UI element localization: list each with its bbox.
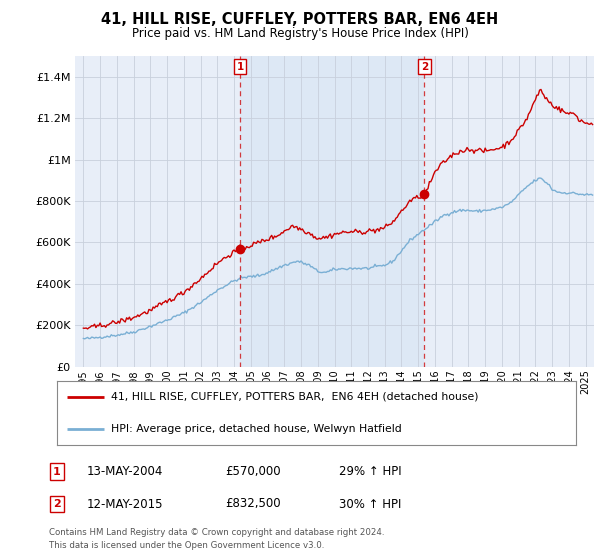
Text: Price paid vs. HM Land Registry's House Price Index (HPI): Price paid vs. HM Land Registry's House … xyxy=(131,27,469,40)
Text: 2: 2 xyxy=(53,499,61,509)
Text: 2: 2 xyxy=(421,62,428,72)
Text: £832,500: £832,500 xyxy=(225,497,281,511)
Text: 1: 1 xyxy=(236,62,244,72)
Text: Contains HM Land Registry data © Crown copyright and database right 2024.
This d: Contains HM Land Registry data © Crown c… xyxy=(49,528,385,550)
Text: 30% ↑ HPI: 30% ↑ HPI xyxy=(339,497,401,511)
Text: 1: 1 xyxy=(53,466,61,477)
Text: 41, HILL RISE, CUFFLEY, POTTERS BAR,  EN6 4EH (detached house): 41, HILL RISE, CUFFLEY, POTTERS BAR, EN6… xyxy=(112,392,479,402)
Text: £570,000: £570,000 xyxy=(225,465,281,478)
Bar xyxy=(240,56,424,367)
Text: 29% ↑ HPI: 29% ↑ HPI xyxy=(339,465,401,478)
Text: 41, HILL RISE, CUFFLEY, POTTERS BAR, EN6 4EH: 41, HILL RISE, CUFFLEY, POTTERS BAR, EN6… xyxy=(101,12,499,27)
Text: 12-MAY-2015: 12-MAY-2015 xyxy=(87,497,163,511)
Text: HPI: Average price, detached house, Welwyn Hatfield: HPI: Average price, detached house, Welw… xyxy=(112,424,402,434)
Text: 13-MAY-2004: 13-MAY-2004 xyxy=(87,465,163,478)
